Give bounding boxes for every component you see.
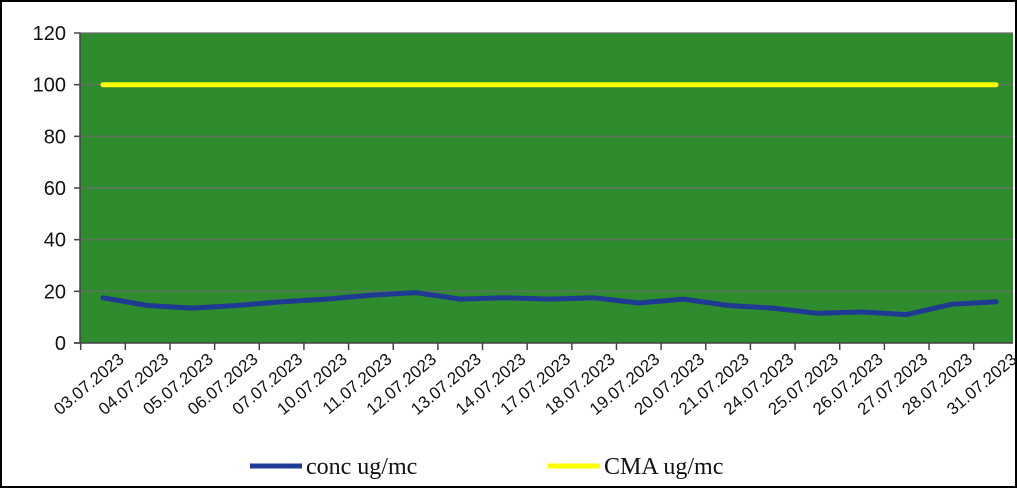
- series-lines: [100, 82, 999, 318]
- y-tick-label: 120: [33, 23, 66, 45]
- y-tick-label: 60: [44, 178, 66, 200]
- legend-label: conc ug/mc: [306, 454, 417, 480]
- y-tick-label: 100: [33, 75, 66, 97]
- y-tick-label: 20: [44, 281, 66, 303]
- series-line: [100, 290, 999, 318]
- y-tick-label: 40: [44, 230, 66, 252]
- y-tick-labels: 0 20 40 60 80 100 120: [33, 23, 66, 355]
- axes: [74, 32, 1013, 350]
- legend: conc ug/mc CMA ug/mc: [250, 454, 723, 480]
- legend-label: CMA ug/mc: [604, 454, 723, 480]
- y-tick-label: 0: [55, 333, 66, 355]
- y-tick-label: 80: [44, 126, 66, 148]
